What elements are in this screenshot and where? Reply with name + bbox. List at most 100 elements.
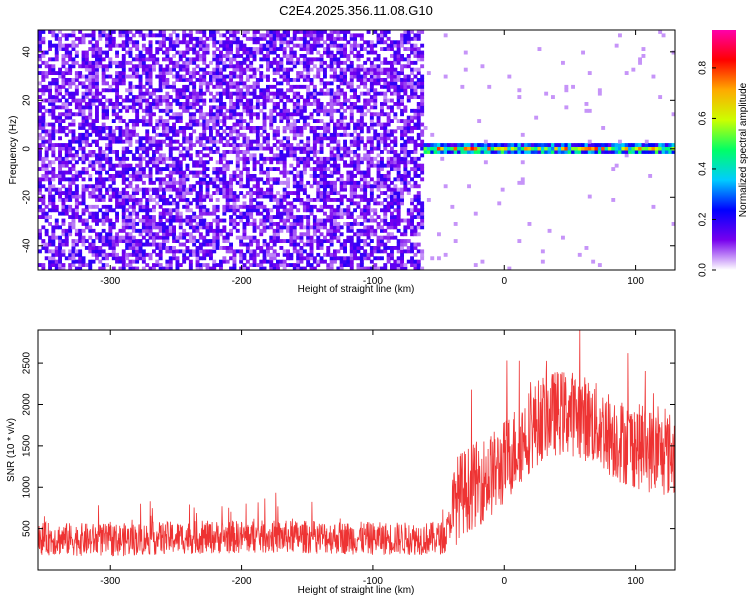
heatmap-cell (121, 105, 126, 110)
heatmap-cell (333, 228, 337, 233)
heatmap-cell (178, 64, 183, 69)
heatmap-cell (195, 160, 200, 165)
heatmap-cell (416, 266, 421, 270)
heatmap-cell (215, 204, 220, 209)
heatmap-cell (64, 60, 69, 65)
heatmap-cell (202, 222, 207, 226)
heatmap-cell (48, 71, 52, 75)
heatmap-cell (309, 246, 314, 250)
heatmap-cell (198, 91, 203, 96)
heatmap-cell (182, 33, 187, 38)
heatmap-cell (128, 232, 133, 237)
heatmap-cell (48, 122, 52, 127)
heatmap-cell (209, 198, 213, 202)
heatmap-cell (383, 122, 388, 127)
heatmap-cell (249, 249, 254, 254)
heatmap-cell (282, 54, 287, 58)
heatmap-cell (115, 150, 119, 154)
heatmap-cell (91, 64, 96, 69)
heatmap-cell (182, 132, 187, 137)
heatmap-cell (225, 30, 230, 34)
heatmap-cell (168, 156, 173, 161)
heatmap-cell (44, 108, 49, 113)
heatmap-cell (255, 180, 260, 185)
heatmap-cell (383, 246, 388, 250)
heatmap-cell (165, 211, 170, 216)
heatmap-cell (356, 184, 361, 189)
heatmap-cell (383, 60, 388, 65)
heatmap-cell (326, 180, 331, 185)
heatmap-cell (326, 88, 331, 93)
heatmap-cell (252, 139, 257, 144)
heatmap-cell (353, 174, 357, 178)
heatmap-cell (329, 187, 334, 192)
heatmap-cell (393, 194, 398, 199)
heatmap-cell (188, 71, 193, 75)
heatmap-cell (222, 105, 227, 110)
heatmap-cell (209, 126, 213, 130)
heatmap-cell (182, 102, 187, 106)
heatmap-cell (212, 228, 217, 233)
heatmap-cell (235, 180, 240, 185)
heatmap-cell (413, 246, 418, 250)
heatmap-cell (145, 88, 150, 93)
heatmap-cell (54, 218, 59, 223)
heatmap-cell (380, 136, 384, 141)
heatmap-cell (329, 222, 334, 226)
heatmap-cell (68, 249, 73, 254)
heatmap-cell (326, 136, 331, 141)
heatmap-cell (239, 191, 244, 195)
heatmap-cell (198, 246, 203, 250)
heatmap-cell (205, 50, 210, 55)
heatmap-cell (185, 136, 190, 141)
heatmap-cell (215, 47, 220, 51)
heatmap-cell (306, 256, 311, 261)
heatmap-cell (299, 218, 304, 223)
heatmap-cell (182, 249, 187, 254)
heatmap-cell (336, 153, 341, 158)
heatmap-cell (272, 232, 277, 237)
heatmap-cell (38, 88, 42, 93)
heatmap-cell (125, 156, 130, 161)
heatmap-cell (282, 249, 287, 254)
heatmap-cell (98, 232, 103, 237)
heatmap-cell (121, 252, 126, 257)
heatmap-cell (312, 88, 317, 93)
heatmap-cell (81, 153, 86, 158)
heatmap-cell (343, 146, 347, 151)
heatmap-cell (363, 153, 368, 158)
heatmap-cell (336, 143, 341, 147)
heatmap-cell (282, 78, 287, 82)
heatmap-cell (239, 40, 244, 45)
heatmap-cell (91, 150, 96, 154)
heatmap-cell (272, 222, 277, 226)
heatmap-cell (135, 108, 140, 113)
heatmap-cell (383, 129, 388, 134)
heatmap-cell (235, 163, 240, 168)
heatmap-cell (68, 143, 73, 147)
heatmap-cell (400, 81, 404, 86)
heatmap-cell (152, 33, 156, 38)
heatmap-cell (68, 180, 73, 185)
heatmap-cell (215, 218, 220, 223)
heatmap-cell (400, 201, 404, 206)
heatmap-cell (165, 95, 170, 99)
heatmap-cell (61, 249, 66, 254)
heatmap-cell (101, 153, 106, 158)
heatmap-cell (276, 191, 280, 195)
heatmap-cell (192, 98, 197, 103)
heatmap-cell (386, 208, 391, 213)
heatmap-cell (148, 95, 153, 99)
heatmap-cell (215, 150, 220, 154)
heatmap-cell (198, 163, 203, 168)
heatmap-cell (306, 88, 311, 93)
heatmap-cell (393, 150, 398, 154)
heatmap-cell (115, 252, 119, 257)
heatmap-cell (369, 225, 374, 230)
heatmap-cell (380, 160, 384, 165)
heatmap-cell (376, 64, 381, 69)
heatmap-cell (78, 64, 83, 69)
heatmap-cell (95, 218, 99, 223)
heatmap-cell (292, 64, 297, 69)
heatmap-cell (91, 43, 96, 48)
